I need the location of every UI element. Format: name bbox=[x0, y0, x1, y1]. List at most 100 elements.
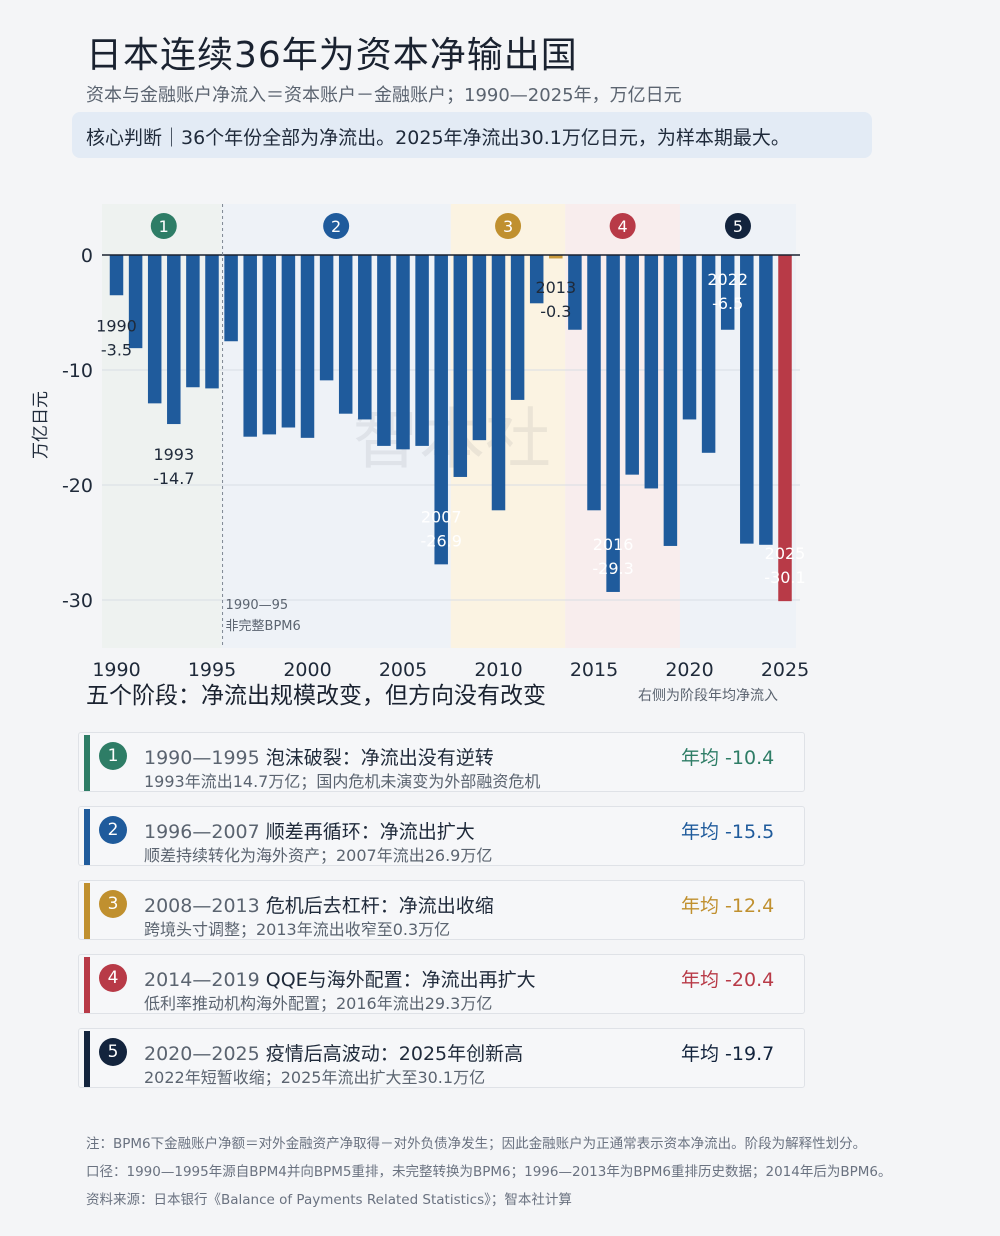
bar-2004 bbox=[377, 255, 391, 446]
annotation-value-2025: -30.1 bbox=[764, 568, 805, 587]
annotation-year-2025: 2025 bbox=[765, 544, 806, 563]
bar-2003 bbox=[358, 255, 372, 420]
phase-backgrounds bbox=[102, 204, 796, 648]
phase-badge-label: 3 bbox=[503, 217, 513, 236]
bar-2019 bbox=[663, 255, 678, 546]
x-tick-label: 2010 bbox=[474, 659, 522, 680]
stage-color-bar bbox=[84, 735, 90, 791]
divider-label: 非完整BPM6 bbox=[226, 619, 301, 634]
bar-2025 bbox=[778, 255, 792, 602]
y-tick-label: -30 bbox=[62, 590, 93, 612]
bar-1991 bbox=[128, 255, 143, 349]
stage-number-badge: 5 bbox=[99, 1038, 127, 1066]
stage-description: 低利率推动机构海外配置；2016年流出29.3万亿 bbox=[144, 994, 493, 1013]
stage-card-2: 2 1996—2007 顺差再循环：净流出扩大 顺差持续转化为海外资产；2007… bbox=[78, 806, 805, 866]
stage-average: 年均 -12.4 bbox=[681, 895, 775, 917]
page-title: 日本连续36年为资本净输出国 bbox=[86, 35, 578, 76]
stage-number-badge: 4 bbox=[99, 964, 127, 992]
bpm6-divider: 1990—95 非完整BPM6 bbox=[222, 204, 301, 648]
stage-number-badge: 1 bbox=[99, 742, 127, 770]
annotation-year-2007: 2007 bbox=[421, 507, 462, 526]
stage-title: 顺差再循环：净流出扩大 bbox=[265, 821, 475, 843]
footnote-methodology: 口径：1990—1995年源自BPM4并向BPM5重排，未完整转换为BPM6；1… bbox=[86, 1164, 892, 1180]
x-tick-label: 1990 bbox=[92, 659, 140, 680]
stage-average: 年均 -20.4 bbox=[681, 969, 775, 991]
phase-background-5 bbox=[679, 204, 796, 648]
footnotes: 注：BPM6下金融账户净额＝对外金融资产净取得－对外负债净发生；因此金融账户为正… bbox=[86, 1130, 891, 1214]
annotation-year-2013: 2013 bbox=[535, 278, 576, 297]
net-inflow-bar-chart: 智本社 0-10-20-30 1990 1995 2000 2005 2010 2015 2… bbox=[31, 204, 809, 680]
x-tick-label: 2020 bbox=[665, 659, 713, 680]
stage-title: QQE与海外配置：净流出再扩大 bbox=[265, 969, 536, 991]
bar-2017 bbox=[625, 255, 639, 475]
stage-heading-line: 2020—2025 疫情后高波动：2025年创新高 bbox=[144, 1039, 523, 1066]
divider-label: 1990—95 bbox=[226, 598, 289, 613]
phase-background-3 bbox=[450, 204, 566, 648]
x-tick-label: 2025 bbox=[761, 659, 809, 680]
annotation-year-2022: 2022 bbox=[707, 270, 748, 289]
bar-1994 bbox=[186, 255, 200, 388]
bar-2000 bbox=[300, 255, 315, 438]
annotation-value-2022: -6.5 bbox=[712, 294, 743, 313]
phase-background-2 bbox=[221, 204, 451, 648]
bars bbox=[109, 255, 792, 602]
annotation-value-2016: -29.3 bbox=[592, 559, 633, 578]
y-axis-label: 万亿日元 bbox=[31, 391, 51, 459]
stage-years: 2008—2013 bbox=[144, 895, 260, 917]
stage-number-badge: 3 bbox=[99, 890, 127, 918]
bar-1998 bbox=[262, 255, 277, 435]
y-tick-label: -10 bbox=[62, 360, 93, 382]
bar-1990 bbox=[109, 255, 124, 296]
stage-years: 1996—2007 bbox=[144, 821, 260, 843]
annotation-value-2007: -26.9 bbox=[420, 531, 461, 550]
bar-1993 bbox=[167, 255, 181, 425]
footnote-definition: 注：BPM6下金融账户净额＝对外金融资产净取得－对外负债净发生；因此金融账户为正… bbox=[86, 1136, 867, 1152]
stage-years: 1990—1995 bbox=[144, 747, 260, 769]
bar-2010 bbox=[491, 255, 506, 511]
phase-badge-label: 2 bbox=[331, 217, 341, 236]
bar-2023 bbox=[740, 255, 754, 544]
phase-badge-label: 5 bbox=[733, 217, 743, 236]
bar-1995 bbox=[205, 255, 219, 389]
bar-2001 bbox=[319, 255, 334, 381]
bar-2006 bbox=[415, 255, 429, 446]
phase-badge-label: 1 bbox=[159, 217, 169, 236]
phase-badge-5 bbox=[724, 213, 751, 239]
key-finding-text: 核心判断｜36个年份全部为净流出。2025年净流出30.1万亿日元，为样本期最大… bbox=[86, 127, 790, 149]
footnote-source: 资料来源：日本银行《Balance of Payments Related St… bbox=[86, 1192, 572, 1208]
page-subtitle: 资本与金融账户净流入＝资本账户－金融账户；1990—2025年，万亿日元 bbox=[86, 85, 682, 106]
stage-card-4: 4 2014—2019 QQE与海外配置：净流出再扩大 低利率推动机构海外配置；… bbox=[78, 954, 805, 1014]
bar-2024 bbox=[759, 255, 773, 545]
stage-average: 年均 -10.4 bbox=[681, 747, 775, 769]
stage-description: 2022年短暂收缩；2025年流出扩大至30.1万亿 bbox=[144, 1068, 486, 1087]
key-finding-callout: 核心判断｜36个年份全部为净流出。2025年净流出30.1万亿日元，为样本期最大… bbox=[72, 112, 872, 158]
phase-badge-label: 4 bbox=[618, 217, 628, 236]
bar-1999 bbox=[281, 255, 296, 428]
bar-2018 bbox=[644, 255, 659, 489]
stage-card-5: 5 2020—2025 疫情后高波动：2025年创新高 2022年短暂收缩；20… bbox=[78, 1028, 805, 1088]
bar-annotations: 1990 -3.5 1993 -14.7 2007 -26.9 2013 -0.3 2016 -2… bbox=[96, 270, 806, 587]
bar-2021 bbox=[701, 255, 716, 453]
bar-2005 bbox=[396, 255, 410, 450]
bar-2022 bbox=[720, 255, 735, 330]
stage-title: 疫情后高波动：2025年创新高 bbox=[265, 1043, 524, 1065]
stage-title: 泡沫破裂：净流出没有逆转 bbox=[265, 747, 494, 769]
x-tick-label: 2005 bbox=[379, 659, 427, 680]
bar-2016 bbox=[606, 255, 620, 592]
phase-badge-3 bbox=[495, 213, 522, 239]
phase-badges: 1 2 3 4 5 bbox=[150, 213, 751, 239]
stages-note: 右侧为阶段年均净流入 bbox=[638, 688, 778, 704]
phase-badge-4 bbox=[609, 213, 636, 239]
phase-badge-1 bbox=[150, 213, 177, 239]
stage-heading-line: 2008—2013 危机后去杠杆：净流出收缩 bbox=[144, 891, 494, 918]
x-axis-ticks: 1990 1995 2000 2005 2010 2015 2020 2025 bbox=[92, 659, 809, 680]
annotation-value-2013: -0.3 bbox=[540, 302, 571, 321]
annotation-year-1990: 1990 bbox=[96, 316, 137, 335]
bar-2002 bbox=[338, 255, 353, 414]
stage-heading-line: 2014—2019 QQE与海外配置：净流出再扩大 bbox=[144, 965, 536, 992]
stage-description: 1993年流出14.7万亿；国内危机未演变为外部融资危机 bbox=[144, 772, 541, 791]
stage-average: 年均 -15.5 bbox=[681, 821, 775, 843]
x-tick-label: 2015 bbox=[570, 659, 618, 680]
annotation-value-1990: -3.5 bbox=[101, 340, 132, 359]
bar-2009 bbox=[472, 255, 487, 441]
